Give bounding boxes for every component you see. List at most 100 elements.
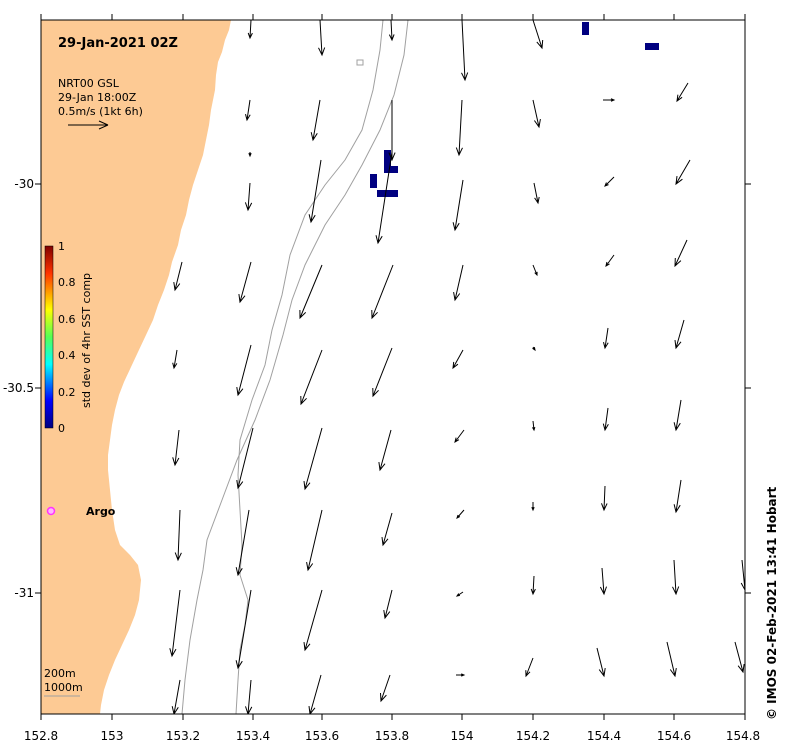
current-vector <box>245 99 251 122</box>
current-vector <box>318 20 326 57</box>
current-vector <box>303 589 323 652</box>
current-vector <box>236 344 252 397</box>
current-vector <box>371 264 394 320</box>
product-info: NRT00 GSL 29-Jan 18:00Z 0.5m/s (1kt 6h) <box>58 77 143 118</box>
colorbar <box>44 245 54 429</box>
current-vector <box>247 20 253 40</box>
current-vector <box>531 502 535 512</box>
x-tick-label: 152.8 <box>24 729 58 743</box>
x-tick-label: 154.2 <box>516 729 550 743</box>
current-vector <box>383 589 393 620</box>
sst-patch <box>370 174 377 188</box>
current-vector <box>604 176 615 187</box>
scale-text: 0.5m/s (1kt 6h) <box>58 105 143 118</box>
y-tick-label: -30 <box>14 177 34 191</box>
axis-ticks <box>35 14 751 720</box>
current-vector <box>532 20 544 50</box>
colorbar-ticks: 1 0.8 0.6 0.4 0.2 0 <box>58 240 76 435</box>
current-vector <box>454 429 465 444</box>
current-vector <box>673 399 682 432</box>
map-title: 29-Jan-2021 02Z <box>58 36 178 51</box>
scale-arrow <box>68 120 109 130</box>
current-vector <box>666 641 677 678</box>
current-vector <box>734 641 745 674</box>
current-vector <box>308 159 322 224</box>
current-vector <box>532 420 536 432</box>
current-vector <box>461 20 469 82</box>
current-vector <box>525 657 534 678</box>
current-vector <box>599 567 607 596</box>
current-vector <box>532 346 536 352</box>
current-vector <box>675 159 691 186</box>
current-vector <box>674 239 688 268</box>
current-vector <box>532 264 538 277</box>
current-vector <box>380 674 391 703</box>
current-vector <box>456 673 466 677</box>
product-name: NRT00 GSL <box>58 77 120 90</box>
current-vector <box>300 349 323 406</box>
current-vector <box>455 99 463 157</box>
current-vector <box>372 347 393 398</box>
x-tick-label: 154.6 <box>657 729 691 743</box>
argo-float-marker <box>46 506 56 516</box>
contour-label-1000m: 1000m <box>44 681 83 694</box>
sst-patch <box>582 22 589 35</box>
colorbar-tick: 0.6 <box>58 313 76 326</box>
contour-legend: 200m 1000m <box>44 667 83 697</box>
current-vector <box>245 679 253 714</box>
current-vector <box>452 349 464 370</box>
current-vector <box>530 575 536 596</box>
current-vector <box>673 479 682 514</box>
current-vector <box>455 591 464 597</box>
contour-label-200m: 200m <box>44 667 76 680</box>
current-vector <box>310 99 321 142</box>
current-vector <box>375 151 393 245</box>
current-vector <box>244 182 253 212</box>
current-vector <box>171 679 181 714</box>
colorbar-tick: 0.8 <box>58 276 76 289</box>
land-mass <box>41 20 231 714</box>
current-vector <box>299 264 323 320</box>
sst-patch <box>645 43 659 50</box>
colorbar-tick: 0.2 <box>58 386 76 399</box>
x-tick-label: 153.4 <box>236 729 270 743</box>
current-vector <box>172 429 180 467</box>
current-vector <box>603 98 616 102</box>
current-vector <box>532 99 541 129</box>
sst-patch <box>384 166 398 173</box>
current-vector <box>596 647 606 678</box>
current-vector <box>378 429 392 472</box>
x-axis-labels: 152.8 153 153.2 153.4 153.6 153.8 154 15… <box>24 729 760 743</box>
x-tick-label: 154 <box>451 729 474 743</box>
current-vector <box>603 327 609 350</box>
product-time: 29-Jan 18:00Z <box>58 91 137 104</box>
credit-text: © IMOS 02-Feb-2021 13:41 Hobart <box>765 486 779 720</box>
current-vector <box>174 509 182 562</box>
current-vector <box>235 509 250 577</box>
colorbar-tick: 0 <box>58 422 65 435</box>
current-vector <box>388 20 395 42</box>
colorbar-label: std dev of 4hr SST comp <box>80 273 93 408</box>
x-tick-label: 153.2 <box>166 729 200 743</box>
sst-patch <box>384 150 391 170</box>
current-vector <box>674 319 685 350</box>
current-vector <box>248 152 252 158</box>
current-vector <box>452 179 464 232</box>
current-vector <box>740 559 745 592</box>
current-vector <box>172 349 178 370</box>
current-vector <box>303 427 323 491</box>
x-tick-label: 153.6 <box>305 729 339 743</box>
current-vector <box>676 82 689 103</box>
colorbar-tick: 0.4 <box>58 349 76 362</box>
sst-patch <box>377 190 398 197</box>
contour-1000m <box>181 20 409 714</box>
y-axis-labels: -30 -30.5 -31 <box>3 177 34 600</box>
current-vector <box>602 407 609 432</box>
current-vector <box>306 509 323 572</box>
current-vector <box>308 674 322 714</box>
x-tick-label: 153 <box>101 729 124 743</box>
current-vectors <box>169 20 745 714</box>
plot-frame <box>40 19 746 715</box>
x-tick-label: 154.8 <box>726 729 760 743</box>
